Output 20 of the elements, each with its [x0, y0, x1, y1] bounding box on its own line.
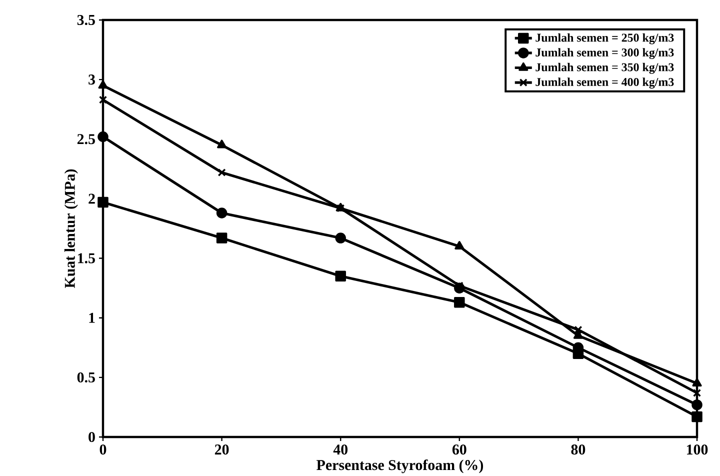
y-tick-label: 3	[88, 74, 95, 84]
y-tick-label: 0	[88, 432, 95, 442]
legend-label: Jumlah semen = 300 kg/m3	[536, 48, 674, 59]
legend-label: Jumlah semen = 250 kg/m3	[536, 33, 674, 44]
legend-label: Jumlah semen = 350 kg/m3	[536, 62, 674, 74]
x-axis-title: Persentase Styrofoam (%)	[316, 459, 484, 473]
legend-label: Jumlah semen = 400 kg/m3	[536, 77, 674, 88]
y-tick-label: 2	[88, 194, 95, 204]
x-tick-label: 20	[214, 444, 229, 454]
y-tick-label: 2.5	[77, 134, 95, 144]
x-tick-label: 40	[333, 444, 348, 454]
y-tick-label: 1.5	[78, 252, 95, 264]
y-tick-label: 1	[89, 312, 95, 323]
x-tick-label: 100	[687, 444, 708, 454]
x-tick-label: 0	[100, 444, 106, 454]
x-tick-label: 60	[452, 444, 466, 454]
y-tick-label: 0.5	[77, 372, 95, 382]
x-tick-label: 80	[571, 444, 586, 454]
y-axis-title: Kuat lentur (MPa)	[64, 169, 78, 288]
y-tick-label: 3.5	[77, 14, 95, 25]
